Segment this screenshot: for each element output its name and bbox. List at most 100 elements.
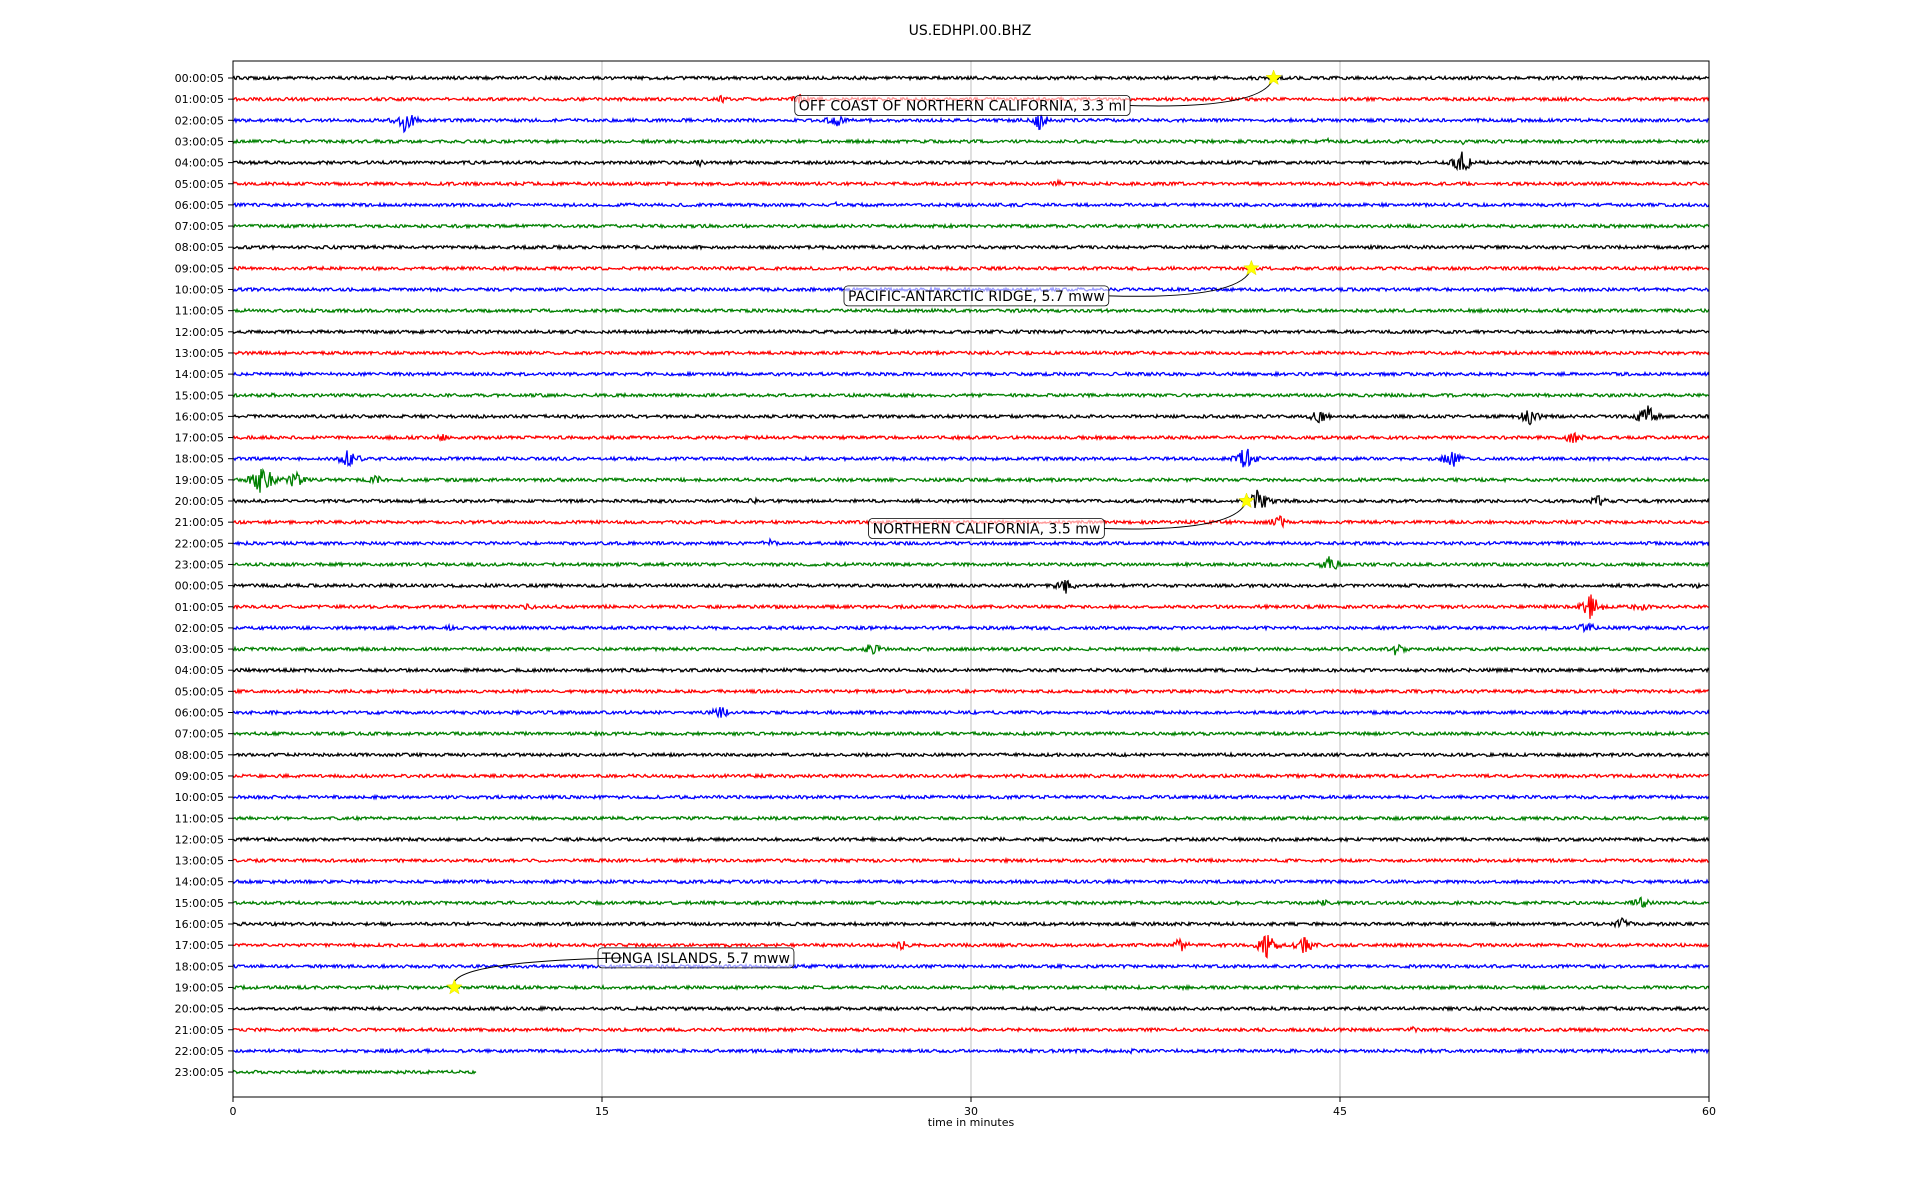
trace-row-6 xyxy=(232,200,1710,209)
event-annotation-3: TONGA ISLANDS, 5.7 mww xyxy=(446,947,795,995)
y-tick-label-18: 18:00:05 xyxy=(175,453,224,466)
trace-row-7 xyxy=(232,222,1710,230)
trace-row-13 xyxy=(233,349,1710,357)
trace-row-23 xyxy=(232,556,1710,570)
trace-row-35 xyxy=(233,814,1710,822)
y-tick-label-43: 19:00:05 xyxy=(175,981,224,994)
y-tick-label-46: 22:00:05 xyxy=(175,1045,224,1058)
y-tick-label-28: 04:00:05 xyxy=(175,664,224,677)
trace-row-3 xyxy=(232,136,1710,146)
trace-row-8 xyxy=(232,243,1710,251)
trace-row-27 xyxy=(232,643,1710,656)
event-star-0 xyxy=(1265,69,1282,86)
y-tick-label-19: 19:00:05 xyxy=(175,474,224,487)
y-tick-label-26: 02:00:05 xyxy=(175,622,224,635)
y-tick-label-4: 04:00:05 xyxy=(175,157,224,170)
y-tick-label-24: 00:00:05 xyxy=(175,580,224,593)
event-label-0: OFF COAST OF NORTHERN CALIFORNIA, 3.3 ml xyxy=(799,98,1126,114)
event-label-box-3 xyxy=(597,947,795,969)
y-tick-label-33: 09:00:05 xyxy=(175,770,224,783)
trace-row-14 xyxy=(232,370,1710,378)
trace-row-37 xyxy=(232,856,1710,865)
y-tick-label-38: 14:00:05 xyxy=(175,876,224,889)
trace-row-0 xyxy=(232,74,1710,82)
trace-row-32 xyxy=(232,751,1710,759)
trace-row-28 xyxy=(232,666,1710,674)
chart-title: US.EDHPI.00.BHZ xyxy=(909,23,1032,39)
event-label-2: NORTHERN CALIFORNIA, 3.5 mw xyxy=(873,521,1101,537)
y-tick-label-45: 21:00:05 xyxy=(175,1024,224,1037)
trace-row-30 xyxy=(232,706,1710,719)
y-tick-label-2: 02:00:05 xyxy=(175,114,224,127)
event-star-2 xyxy=(1238,492,1255,509)
trace-row-43 xyxy=(232,983,1710,992)
y-tick-label-21: 21:00:05 xyxy=(175,516,224,529)
y-tick-label-12: 12:00:05 xyxy=(175,326,224,339)
trace-row-9 xyxy=(232,264,1710,272)
trace-row-47 xyxy=(232,1069,477,1076)
trace-row-31 xyxy=(232,729,1710,738)
y-tick-label-13: 13:00:05 xyxy=(175,347,224,360)
x-axis-label: time in minutes xyxy=(928,1116,1015,1129)
trace-row-17 xyxy=(232,431,1710,444)
x-tick-label-2: 30 xyxy=(964,1105,978,1118)
y-tick-label-44: 20:00:05 xyxy=(175,1003,224,1016)
y-tick-label-6: 06:00:05 xyxy=(175,199,224,212)
trace-row-11 xyxy=(232,307,1710,315)
event-star-3 xyxy=(446,978,463,995)
y-tick-label-42: 18:00:05 xyxy=(175,960,224,973)
y-tick-label-14: 14:00:05 xyxy=(175,368,224,381)
event-label-1: PACIFIC-ANTARCTIC RIDGE, 5.7 mww xyxy=(848,289,1105,305)
y-tick-label-40: 16:00:05 xyxy=(175,918,224,931)
trace-row-44 xyxy=(232,1004,1710,1013)
trace-row-16 xyxy=(232,405,1710,426)
trace-row-45 xyxy=(232,1025,1710,1034)
event-annotation-0: OFF COAST OF NORTHERN CALIFORNIA, 3.3 ml xyxy=(794,69,1282,116)
trace-row-20 xyxy=(232,489,1710,509)
y-tick-label-25: 01:00:05 xyxy=(175,601,224,614)
event-annotation-2: NORTHERN CALIFORNIA, 3.5 mw xyxy=(868,492,1255,539)
trace-row-34 xyxy=(232,793,1710,801)
trace-row-42 xyxy=(232,962,1710,970)
y-tick-label-8: 08:00:05 xyxy=(175,241,224,254)
y-tick-label-34: 10:00:05 xyxy=(175,791,224,804)
y-tick-label-35: 11:00:05 xyxy=(175,812,224,825)
event-label-3: TONGA ISLANDS, 5.7 mww xyxy=(601,951,790,967)
x-tick-label-3: 45 xyxy=(1333,1105,1347,1118)
event-connector-3 xyxy=(453,957,623,988)
y-tick-label-17: 17:00:05 xyxy=(175,432,224,445)
trace-row-2 xyxy=(232,114,1710,134)
y-tick-label-36: 12:00:05 xyxy=(175,833,224,846)
event-annotations: OFF COAST OF NORTHERN CALIFORNIA, 3.3 ml… xyxy=(446,69,1282,995)
trace-row-46 xyxy=(233,1047,1710,1055)
y-tick-label-22: 22:00:05 xyxy=(175,537,224,550)
trace-row-18 xyxy=(232,448,1710,468)
trace-row-26 xyxy=(232,622,1710,634)
y-tick-label-31: 07:00:05 xyxy=(175,728,224,741)
y-tick-labels: 00:00:05 01:00:05 02:00:05 03:00:05 04:00:05… xyxy=(175,72,233,1079)
y-tick-label-30: 06:00:05 xyxy=(175,707,224,720)
trace-row-36 xyxy=(232,835,1710,843)
trace-row-40 xyxy=(232,916,1710,929)
trace-row-4 xyxy=(232,151,1710,172)
y-tick-label-37: 13:00:05 xyxy=(175,855,224,868)
y-tick-label-29: 05:00:05 xyxy=(175,685,224,698)
event-connector-0 xyxy=(1130,77,1275,107)
trace-row-24 xyxy=(232,579,1710,594)
trace-row-5 xyxy=(232,178,1710,188)
y-tick-label-0: 00:00:05 xyxy=(175,72,224,85)
x-axis: 0 15 30 45 60 xyxy=(230,1097,1716,1118)
trace-row-22 xyxy=(232,537,1710,547)
y-tick-label-41: 17:00:05 xyxy=(175,939,224,952)
x-tick-label-4: 60 xyxy=(1702,1105,1716,1118)
trace-row-12 xyxy=(232,328,1710,336)
y-tick-label-1: 01:00:05 xyxy=(175,93,224,106)
y-tick-label-7: 07:00:05 xyxy=(175,220,224,233)
trace-row-39 xyxy=(232,896,1710,908)
y-tick-label-16: 16:00:05 xyxy=(175,410,224,423)
y-tick-label-15: 15:00:05 xyxy=(175,389,224,402)
y-tick-label-9: 09:00:05 xyxy=(175,262,224,275)
y-tick-label-23: 23:00:05 xyxy=(175,558,224,571)
event-star-1 xyxy=(1243,259,1260,276)
